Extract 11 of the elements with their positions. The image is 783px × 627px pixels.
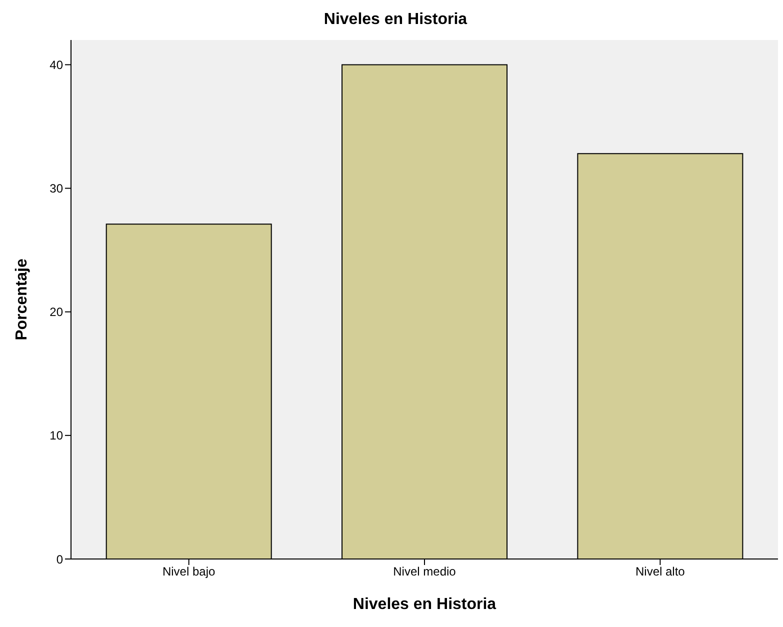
y-tick-label: 10 xyxy=(50,428,64,443)
y-tick-label: 30 xyxy=(50,182,64,196)
chart-title: Niveles en Historia xyxy=(322,10,468,30)
y-axis-title: Porcentaje xyxy=(14,258,31,340)
y-tick-label: 0 xyxy=(56,552,64,566)
y-tick-label: 40 xyxy=(50,58,64,72)
x-tick-label: Nivel alto xyxy=(635,564,686,579)
x-tick-label: Nivel bajo xyxy=(162,564,216,579)
x-tick-label: Nivel medio xyxy=(393,564,456,579)
x-axis-title: Niveles en Historia xyxy=(352,596,496,613)
y-tick-label: 20 xyxy=(50,305,64,320)
